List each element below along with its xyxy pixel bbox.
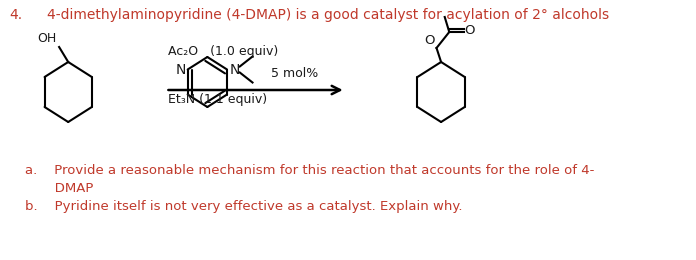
Text: Ac₂O   (1.0 equiv): Ac₂O (1.0 equiv) (168, 45, 278, 58)
Text: N: N (175, 62, 186, 76)
Text: 5 mol%: 5 mol% (271, 67, 318, 80)
Text: O: O (425, 34, 435, 47)
Text: a.    Provide a reasonable mechanism for this reaction that accounts for the rol: a. Provide a reasonable mechanism for th… (26, 164, 595, 177)
Text: b.    Pyridine itself is not very effective as a catalyst. Explain why.: b. Pyridine itself is not very effective… (26, 200, 463, 213)
Text: Et₃N (1.1 equiv): Et₃N (1.1 equiv) (168, 93, 267, 106)
Text: N: N (230, 62, 240, 76)
Text: OH: OH (37, 32, 56, 45)
Text: DMAP: DMAP (26, 182, 94, 195)
Text: 4.: 4. (9, 8, 22, 22)
Text: 4-dimethylaminopyridine (4-DMAP) is a good catalyst for acylation of 2° alcohols: 4-dimethylaminopyridine (4-DMAP) is a go… (47, 8, 610, 22)
Text: O: O (465, 24, 475, 37)
